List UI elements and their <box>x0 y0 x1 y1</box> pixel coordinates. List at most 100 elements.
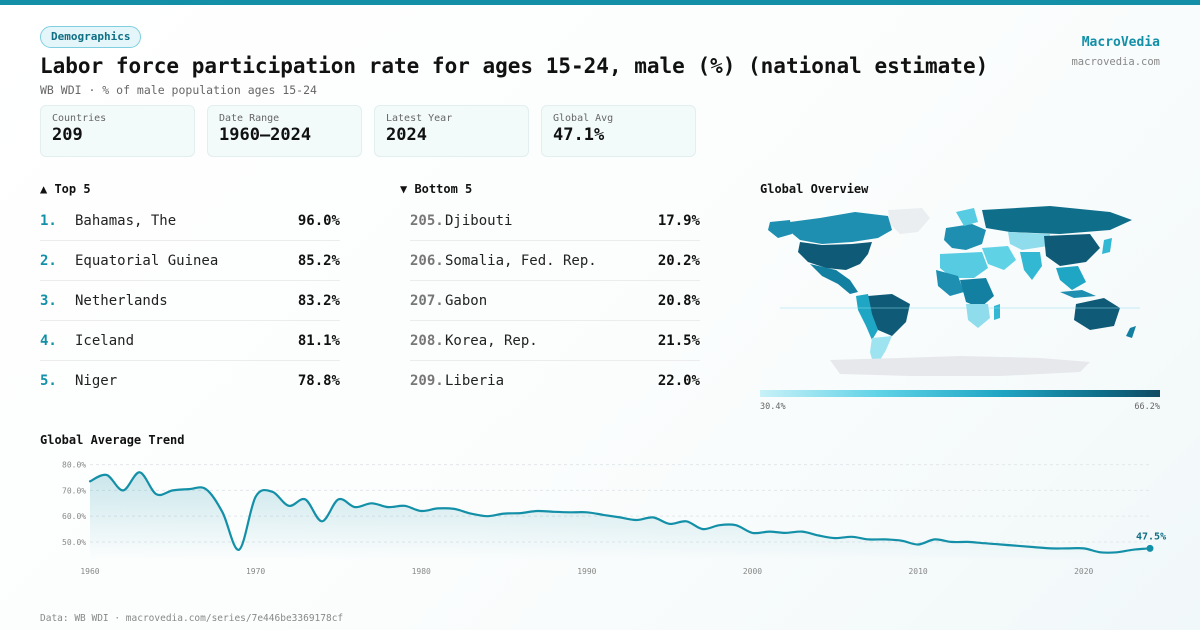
list-item[interactable]: 208. Korea, Rep. 21.5% <box>410 321 700 361</box>
map-legend-gradient <box>760 390 1160 397</box>
map-region-russia <box>982 206 1132 234</box>
x-tick-label: 1970 <box>246 567 265 576</box>
y-tick-label: 80.0% <box>62 461 86 470</box>
list-item[interactable]: 4. Iceland 81.1% <box>40 321 340 361</box>
map-region-middle-east <box>982 246 1016 270</box>
country-name: Djibouti <box>445 212 513 229</box>
x-tick-label: 1990 <box>577 567 596 576</box>
x-tick-label: 2000 <box>743 567 762 576</box>
map-region-alaska <box>768 220 792 238</box>
top5-heading: ▲ Top 5 <box>40 182 91 196</box>
map-region-antarctica <box>830 356 1090 376</box>
brand-name[interactable]: MacroVedia <box>1081 35 1160 50</box>
page-subtitle: WB WDI · % of male population ages 15-24 <box>40 83 317 97</box>
stat-value: 2024 <box>386 125 427 145</box>
list-item[interactable]: 209. Liberia 22.0% <box>410 361 700 401</box>
stat-value: 209 <box>52 125 83 145</box>
stat-card-global-avg: Global Avg 47.1% <box>541 105 696 157</box>
rank-value: 85.2% <box>297 252 340 269</box>
country-name: Bahamas, The <box>75 212 177 229</box>
rank-number: 206. <box>410 252 444 269</box>
bottom5-heading: ▼ Bottom 5 <box>400 182 473 196</box>
map-region-west-africa <box>936 270 964 296</box>
stat-card-countries: Countries 209 <box>40 105 195 157</box>
country-name: Gabon <box>445 292 488 309</box>
rank-value: 96.0% <box>297 212 340 229</box>
list-item[interactable]: 5. Niger 78.8% <box>40 361 340 401</box>
map-region-india <box>1020 252 1042 280</box>
rank-value: 20.8% <box>657 292 700 309</box>
y-tick-label: 60.0% <box>62 512 86 521</box>
source-footer[interactable]: Data: WB WDI · macrovedia.com/series/7e4… <box>40 613 344 624</box>
rank-number: 2. <box>40 252 57 269</box>
trend-end-label: 47.5% <box>1136 531 1166 542</box>
list-item[interactable]: 2. Equatorial Guinea 85.2% <box>40 241 340 281</box>
stat-value: 47.1% <box>553 125 605 145</box>
x-tick-label: 2020 <box>1074 567 1093 576</box>
x-tick-label: 1960 <box>80 567 99 576</box>
map-region-north-africa <box>940 252 988 278</box>
map-region-indonesia <box>1060 290 1096 298</box>
rank-value: 21.5% <box>657 332 700 349</box>
map-region-se-asia <box>1056 266 1086 290</box>
rank-number: 205. <box>410 212 444 229</box>
top-accent-bar <box>0 0 1200 5</box>
brand-url[interactable]: macrovedia.com <box>1071 56 1160 68</box>
stat-label: Countries <box>52 113 107 124</box>
top5-list: 1. Bahamas, The 96.0% 2. Equatorial Guin… <box>40 201 340 401</box>
trend-chart[interactable]: 47.5% 50.0% 60.0% 70.0% 80.0% 1960 1970 1980 19… <box>40 450 1170 580</box>
list-item[interactable]: 3. Netherlands 83.2% <box>40 281 340 321</box>
map-heading: Global Overview <box>760 182 869 196</box>
rank-value: 20.2% <box>657 252 700 269</box>
map-region-central-africa <box>960 278 994 308</box>
map-region-scandinavia <box>956 208 978 226</box>
list-item[interactable]: 205. Djibouti 17.9% <box>410 201 700 241</box>
x-tick-label: 2010 <box>908 567 927 576</box>
stat-card-date-range: Date Range 1960–2024 <box>207 105 362 157</box>
map-region-central-asia <box>1008 232 1050 250</box>
stat-card-latest-year: Latest Year 2024 <box>374 105 529 157</box>
map-region-australia <box>1074 298 1120 330</box>
map-region-greenland <box>888 208 930 234</box>
list-item[interactable]: 1. Bahamas, The 96.0% <box>40 201 340 241</box>
trend-line <box>88 471 1152 554</box>
rank-value: 81.1% <box>297 332 340 349</box>
rank-number: 209. <box>410 373 444 389</box>
rank-number: 4. <box>40 332 57 349</box>
country-name: Equatorial Guinea <box>75 252 219 269</box>
map-region-mexico <box>810 264 858 294</box>
list-item[interactable]: 206. Somalia, Fed. Rep. 20.2% <box>410 241 700 281</box>
map-region-southern-africa <box>966 304 990 328</box>
map-region-japan <box>1102 238 1112 254</box>
map-region-new-zealand <box>1126 326 1136 338</box>
legend-max-label: 66.2% <box>1134 402 1160 412</box>
rank-value: 22.0% <box>657 373 700 389</box>
trend-area-fill <box>90 472 1150 560</box>
world-choropleth-map[interactable] <box>760 200 1160 385</box>
map-region-madagascar <box>994 304 1000 320</box>
map-region-china <box>1044 234 1100 266</box>
stat-label: Global Avg <box>553 113 614 124</box>
legend-min-label: 30.4% <box>760 402 786 412</box>
country-name: Somalia, Fed. Rep. <box>445 252 597 269</box>
rank-number: 5. <box>40 373 57 389</box>
country-name: Netherlands <box>75 292 168 309</box>
rank-number: 207. <box>410 292 444 309</box>
x-tick-label: 1980 <box>412 567 431 576</box>
stat-label: Date Range <box>219 113 280 124</box>
map-region-brazil <box>868 294 910 336</box>
y-tick-label: 70.0% <box>62 486 86 495</box>
list-item[interactable]: 207. Gabon 20.8% <box>410 281 700 321</box>
category-tag[interactable]: Demographics <box>40 26 142 48</box>
country-name: Liberia <box>445 373 505 389</box>
rank-value: 17.9% <box>657 212 700 229</box>
stat-value: 1960–2024 <box>219 125 312 145</box>
rank-number: 3. <box>40 292 57 309</box>
trend-end-point <box>1146 544 1154 552</box>
map-region-argentina <box>870 336 892 366</box>
rank-number: 208. <box>410 332 444 349</box>
page-title: Labor force participation rate for ages … <box>40 54 989 78</box>
bottom5-list: 205. Djibouti 17.9% 206. Somalia, Fed. R… <box>410 201 700 401</box>
rank-value: 83.2% <box>297 292 340 309</box>
country-name: Iceland <box>75 332 135 349</box>
